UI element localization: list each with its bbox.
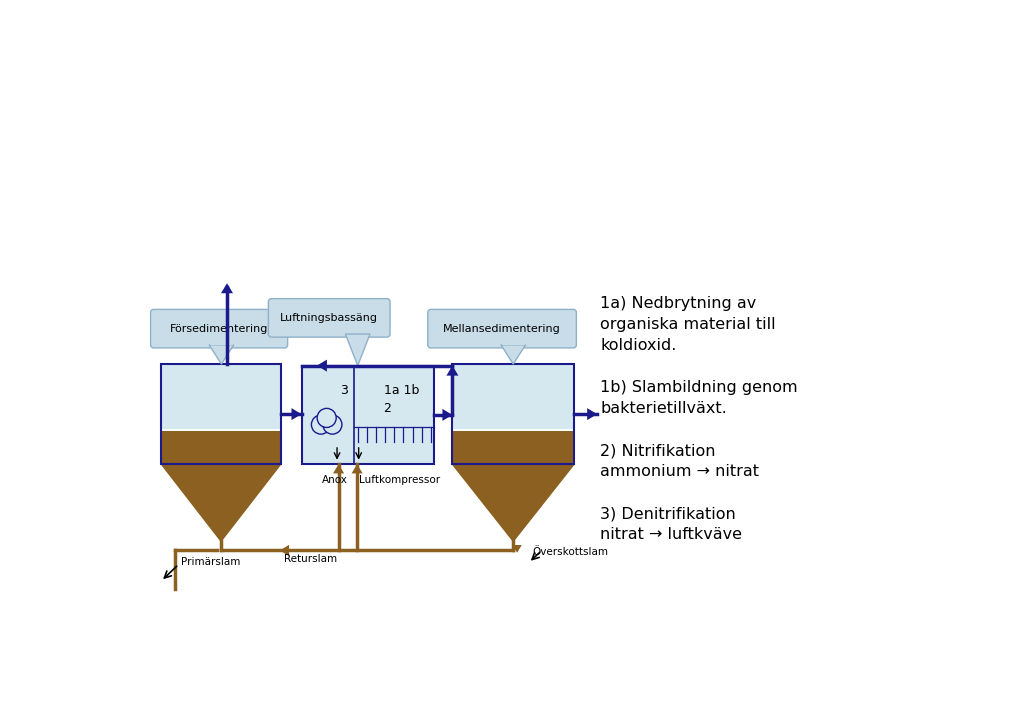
Polygon shape (453, 432, 574, 464)
Polygon shape (345, 334, 370, 366)
Polygon shape (512, 545, 521, 552)
Polygon shape (209, 345, 233, 364)
Polygon shape (351, 464, 362, 473)
Polygon shape (316, 360, 327, 371)
Polygon shape (501, 345, 525, 364)
Text: Försedimentering: Försedimentering (170, 324, 268, 334)
FancyBboxPatch shape (268, 298, 390, 337)
Text: 2: 2 (384, 402, 391, 415)
Polygon shape (162, 432, 281, 464)
Circle shape (311, 415, 331, 434)
Polygon shape (162, 464, 281, 541)
Text: Primärslam: Primärslam (181, 557, 241, 567)
Text: Mellansedimentering: Mellansedimentering (443, 324, 561, 334)
Polygon shape (508, 532, 519, 541)
Text: 1a) Nedbrytning av
organiska material till
koldioxid.

1b) Slambildning genom
ba: 1a) Nedbrytning av organiska material ti… (600, 296, 798, 542)
Polygon shape (453, 464, 574, 541)
Polygon shape (333, 464, 344, 473)
Text: Överskottslam: Överskottslam (532, 547, 608, 557)
Text: Returslam: Returslam (284, 554, 337, 563)
Polygon shape (453, 364, 574, 429)
Polygon shape (292, 408, 301, 420)
Polygon shape (215, 532, 226, 541)
Polygon shape (442, 409, 453, 421)
Polygon shape (221, 283, 233, 293)
Text: Luftkompressor: Luftkompressor (359, 475, 440, 485)
Text: 1a 1b: 1a 1b (384, 384, 419, 397)
FancyBboxPatch shape (151, 309, 288, 348)
Polygon shape (587, 408, 597, 420)
Polygon shape (162, 364, 281, 429)
Circle shape (323, 415, 342, 434)
Circle shape (317, 408, 336, 427)
Text: Luftningsbassäng: Luftningsbassäng (281, 313, 378, 323)
Polygon shape (301, 366, 434, 464)
FancyBboxPatch shape (428, 309, 577, 348)
Text: Anox: Anox (322, 475, 348, 485)
Text: 3: 3 (340, 384, 348, 397)
Polygon shape (280, 545, 289, 556)
Polygon shape (446, 366, 459, 376)
